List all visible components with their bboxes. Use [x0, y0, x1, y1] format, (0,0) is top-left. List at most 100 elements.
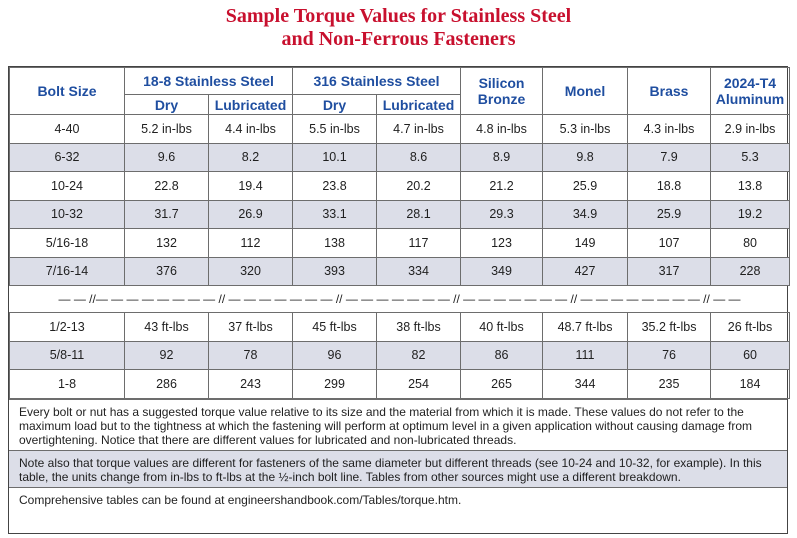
- table-cell: 320: [208, 256, 293, 286]
- table-cell: 13.8: [710, 171, 791, 201]
- table-row: 1/2-13 43 ft-lbs 37 ft-lbs 45 ft-lbs 38 …: [9, 312, 791, 342]
- break-separator: — — //— — — — — — — — // — — — — — — — /…: [9, 285, 790, 313]
- table-cell: 26.9: [208, 199, 293, 229]
- table-cell: 376: [124, 256, 209, 286]
- table-header: Bolt Size 18-8 Stainless Steel 316 Stain…: [9, 67, 791, 115]
- header-ss-316: 316 Stainless Steel: [291, 67, 462, 95]
- table-cell: 80: [710, 228, 791, 258]
- torque-table-frame: Bolt Size 18-8 Stainless Steel 316 Stain…: [8, 66, 791, 534]
- table-cell: 22.8: [124, 171, 209, 201]
- table-cell: 7.9: [627, 142, 712, 172]
- table-cell: 19.2: [710, 199, 791, 229]
- header-ss-18-8-dry: Dry: [124, 94, 209, 115]
- table-cell: 45 ft-lbs: [292, 312, 377, 342]
- table-row: 5/8-11 92 78 96 82 86 111 76 60: [9, 340, 791, 370]
- table-row: 10-32 31.7 26.9 33.1 28.1 29.3 34.9 25.9…: [9, 199, 791, 229]
- cell-bolt-size: 1/2-13: [9, 312, 125, 342]
- table-row: 1-8 286 243 299 254 265 344 235 184: [9, 369, 791, 399]
- table-cell: 8.2: [208, 142, 293, 172]
- table-cell: 2.9 in-lbs: [710, 114, 791, 144]
- header-ss-18-8: 18-8 Stainless Steel: [124, 67, 293, 95]
- table-cell: 29.3: [460, 199, 544, 229]
- table-cell: 107: [627, 228, 712, 258]
- table-cell: 123: [460, 228, 544, 258]
- table-cell: 21.2: [460, 171, 544, 201]
- title-line-2: and Non-Ferrous Fasteners: [281, 28, 516, 50]
- table-cell: 228: [710, 256, 791, 286]
- table-cell: 23.8: [292, 171, 377, 201]
- table-cell: 8.9: [460, 142, 544, 172]
- table-cell: 138: [292, 228, 377, 258]
- table-cell: 25.9: [627, 199, 712, 229]
- table-row: 10-24 22.8 19.4 23.8 20.2 21.2 25.9 18.8…: [9, 171, 791, 201]
- cell-bolt-size: 10-24: [9, 171, 125, 201]
- table-cell: 76: [627, 340, 712, 370]
- table-cell: 4.3 in-lbs: [627, 114, 712, 144]
- torque-table: Bolt Size 18-8 Stainless Steel 316 Stain…: [9, 67, 791, 399]
- table-cell: 117: [375, 228, 462, 258]
- table-cell: 184: [710, 369, 791, 399]
- table-row: 4-40 5.2 in-lbs 4.4 in-lbs 5.5 in-lbs 4.…: [9, 114, 791, 144]
- header-aluminum-line2: Aluminum: [715, 91, 785, 107]
- table-cell: 299: [292, 369, 377, 399]
- header-aluminum: 2024-T4 Aluminum: [710, 67, 791, 115]
- table-cell: 132: [124, 228, 209, 258]
- table-cell: 43 ft-lbs: [124, 312, 209, 342]
- note-paragraph-1: Every bolt or nut has a suggested torque…: [9, 398, 787, 450]
- table-cell: 35.2 ft-lbs: [627, 312, 712, 342]
- cell-bolt-size: 4-40: [9, 114, 125, 144]
- table-cell: 317: [627, 256, 712, 286]
- table-cell: 60: [710, 340, 791, 370]
- table-notes: Every bolt or nut has a suggested torque…: [9, 398, 787, 510]
- table-cell: 20.2: [375, 171, 462, 201]
- header-silicon-bronze-line1: Silicon: [478, 75, 525, 91]
- note-paragraph-3: Comprehensive tables can be found at eng…: [9, 486, 787, 510]
- cell-bolt-size: 1-8: [9, 369, 125, 399]
- header-ss-316-dry: Dry: [292, 94, 377, 115]
- table-cell: 33.1: [292, 199, 377, 229]
- table-cell: 18.8: [627, 171, 712, 201]
- header-silicon-bronze: Silicon Bronze: [460, 67, 544, 115]
- header-brass: Brass: [627, 67, 712, 115]
- page-title: Sample Torque Values for Stainless Steel…: [0, 0, 797, 60]
- table-cell: 26 ft-lbs: [710, 312, 791, 342]
- note-paragraph-2: Note also that torque values are differe…: [9, 449, 787, 487]
- table-row: 6-32 9.6 8.2 10.1 8.6 8.9 9.8 7.9 5.3: [9, 142, 791, 172]
- table-cell: 5.3 in-lbs: [542, 114, 629, 144]
- header-bolt-size: Bolt Size: [9, 67, 125, 115]
- table-cell: 393: [292, 256, 377, 286]
- cell-bolt-size: 7/16-14: [9, 256, 125, 286]
- table-cell: 25.9: [542, 171, 629, 201]
- table-row: 7/16-14 376 320 393 334 349 427 317 228: [9, 256, 791, 286]
- table-cell: 149: [542, 228, 629, 258]
- cell-bolt-size: 10-32: [9, 199, 125, 229]
- table-cell: 28.1: [375, 199, 462, 229]
- header-ss-316-lubricated: Lubricated: [375, 94, 462, 115]
- table-cell: 8.6: [375, 142, 462, 172]
- cell-bolt-size: 5/8-11: [9, 340, 125, 370]
- table-cell: 349: [460, 256, 544, 286]
- table-cell: 9.8: [542, 142, 629, 172]
- table-cell: 86: [460, 340, 544, 370]
- title-line-1: Sample Torque Values for Stainless Steel: [225, 5, 572, 27]
- table-cell: 37 ft-lbs: [208, 312, 293, 342]
- table-cell: 31.7: [124, 199, 209, 229]
- table-cell: 96: [292, 340, 377, 370]
- table-cell: 4.4 in-lbs: [208, 114, 293, 144]
- table-cell: 243: [208, 369, 293, 399]
- table-cell: 48.7 ft-lbs: [542, 312, 629, 342]
- header-monel: Monel: [542, 67, 629, 115]
- table-cell: 334: [375, 256, 462, 286]
- table-cell: 40 ft-lbs: [460, 312, 544, 342]
- table-cell: 82: [375, 340, 462, 370]
- table-cell: 92: [124, 340, 209, 370]
- break-separator-row: — — //— — — — — — — — // — — — — — — — /…: [9, 285, 790, 313]
- table-body: 4-40 5.2 in-lbs 4.4 in-lbs 5.5 in-lbs 4.…: [9, 114, 791, 399]
- cell-bolt-size: 5/16-18: [9, 228, 125, 258]
- table-cell: 265: [460, 369, 544, 399]
- table-cell: 344: [542, 369, 629, 399]
- table-cell: 5.2 in-lbs: [124, 114, 209, 144]
- header-aluminum-line1: 2024-T4: [723, 75, 777, 91]
- table-cell: 254: [375, 369, 462, 399]
- table-cell: 111: [542, 340, 629, 370]
